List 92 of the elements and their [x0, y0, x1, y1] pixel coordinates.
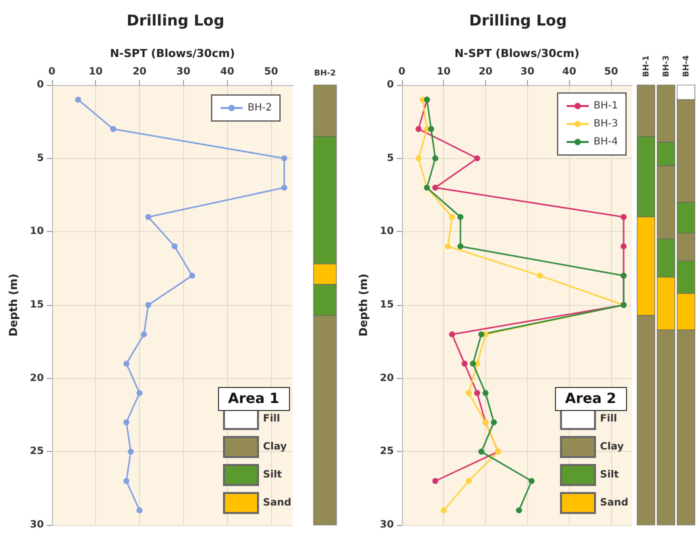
legend-label: Clay: [263, 442, 288, 452]
x-tick-label: 30: [520, 66, 534, 78]
y-tick-label: 10: [380, 226, 394, 238]
point: [145, 214, 152, 220]
point: [470, 360, 476, 367]
point: [432, 478, 438, 484]
y-tick-label: 0: [36, 80, 44, 90]
legend-label: BH-4: [594, 136, 618, 148]
x-tick-label: 20: [478, 66, 493, 78]
point: [123, 478, 130, 484]
x-tick-label: 50: [264, 66, 278, 78]
x-tick-label: 0: [48, 66, 56, 78]
chart-title: Drilling Log: [469, 12, 567, 30]
point: [478, 331, 484, 338]
x-tick-label: BH-1: [642, 54, 650, 77]
y-axis-title: Depth (m): [357, 274, 370, 336]
x-tick-label: 40: [562, 66, 576, 78]
legend-label: Silt: [263, 470, 282, 480]
legend-label: Fill: [600, 414, 618, 424]
y-tick-label: 25: [30, 446, 44, 458]
point: [457, 243, 464, 250]
point: [281, 155, 288, 162]
y-axis-title: Depth (m): [7, 274, 20, 336]
point: [444, 243, 451, 250]
legend-label: BH-1: [594, 100, 618, 112]
x-tick-label: 40: [220, 66, 234, 78]
legend-label: BH-2: [248, 102, 272, 114]
point: [474, 155, 480, 162]
legend-label: Sand: [600, 498, 628, 508]
legend-label: BH-3: [594, 118, 618, 130]
point: [416, 155, 422, 162]
point: [110, 126, 116, 132]
y-tick-label: 25: [380, 446, 394, 458]
y-tick-label: 30: [30, 520, 44, 530]
x-tick-label: BH-3: [662, 55, 670, 77]
point: [462, 360, 468, 367]
x-axis-title: N-SPT (Blows/30cm): [110, 47, 235, 60]
point: [440, 507, 447, 514]
x-tick-label: 50: [604, 66, 618, 78]
point: [466, 478, 472, 484]
x-tick-label: BH-2: [314, 68, 336, 78]
legend-label: Silt: [600, 470, 620, 480]
point: [449, 331, 456, 338]
x-tick-label: 20: [132, 66, 147, 78]
point: [428, 126, 434, 132]
point: [466, 390, 472, 396]
y-tick-label: 20: [380, 372, 394, 384]
point: [457, 214, 464, 220]
point: [140, 331, 147, 338]
x-tick-label: 0: [398, 66, 406, 78]
y-tick-label: 15: [380, 300, 394, 310]
y-tick-label: 20: [30, 372, 44, 384]
point: [281, 184, 288, 191]
point: [416, 126, 422, 132]
point: [189, 272, 196, 279]
y-tick-label: 15: [30, 300, 44, 310]
point: [432, 155, 438, 162]
point: [474, 390, 480, 396]
point: [490, 419, 497, 426]
point: [75, 96, 82, 103]
point: [136, 507, 143, 514]
point: [528, 478, 535, 484]
point: [536, 272, 543, 279]
point: [123, 360, 130, 367]
legend-label: Clay: [600, 442, 624, 452]
point: [432, 184, 438, 191]
point: [620, 243, 627, 250]
x-axis-title: N-SPT (Blows/30cm): [454, 47, 580, 60]
point: [123, 419, 130, 426]
point: [172, 243, 178, 250]
x-tick-label: 10: [436, 66, 451, 78]
chart-title: Drilling Log: [126, 12, 224, 30]
point: [449, 214, 456, 220]
y-tick-label: 30: [380, 520, 394, 530]
x-tick-label: BH-4: [682, 54, 690, 77]
x-tick-label: 10: [88, 66, 103, 78]
y-tick-label: 5: [36, 152, 44, 164]
point: [516, 507, 522, 514]
point: [478, 448, 484, 455]
legend-title: Area 2: [565, 391, 616, 407]
y-tick-label: 5: [386, 152, 394, 164]
point: [620, 214, 627, 220]
y-tick-label: 0: [386, 80, 394, 90]
y-tick-label: 10: [30, 226, 44, 238]
legend-label: Fill: [263, 414, 280, 424]
x-tick-label: 30: [176, 66, 190, 78]
legend-label: Sand: [263, 498, 292, 508]
legend-title: Area 1: [228, 391, 280, 407]
point: [482, 390, 489, 396]
point: [145, 302, 152, 308]
point: [128, 448, 134, 455]
point: [136, 390, 143, 396]
